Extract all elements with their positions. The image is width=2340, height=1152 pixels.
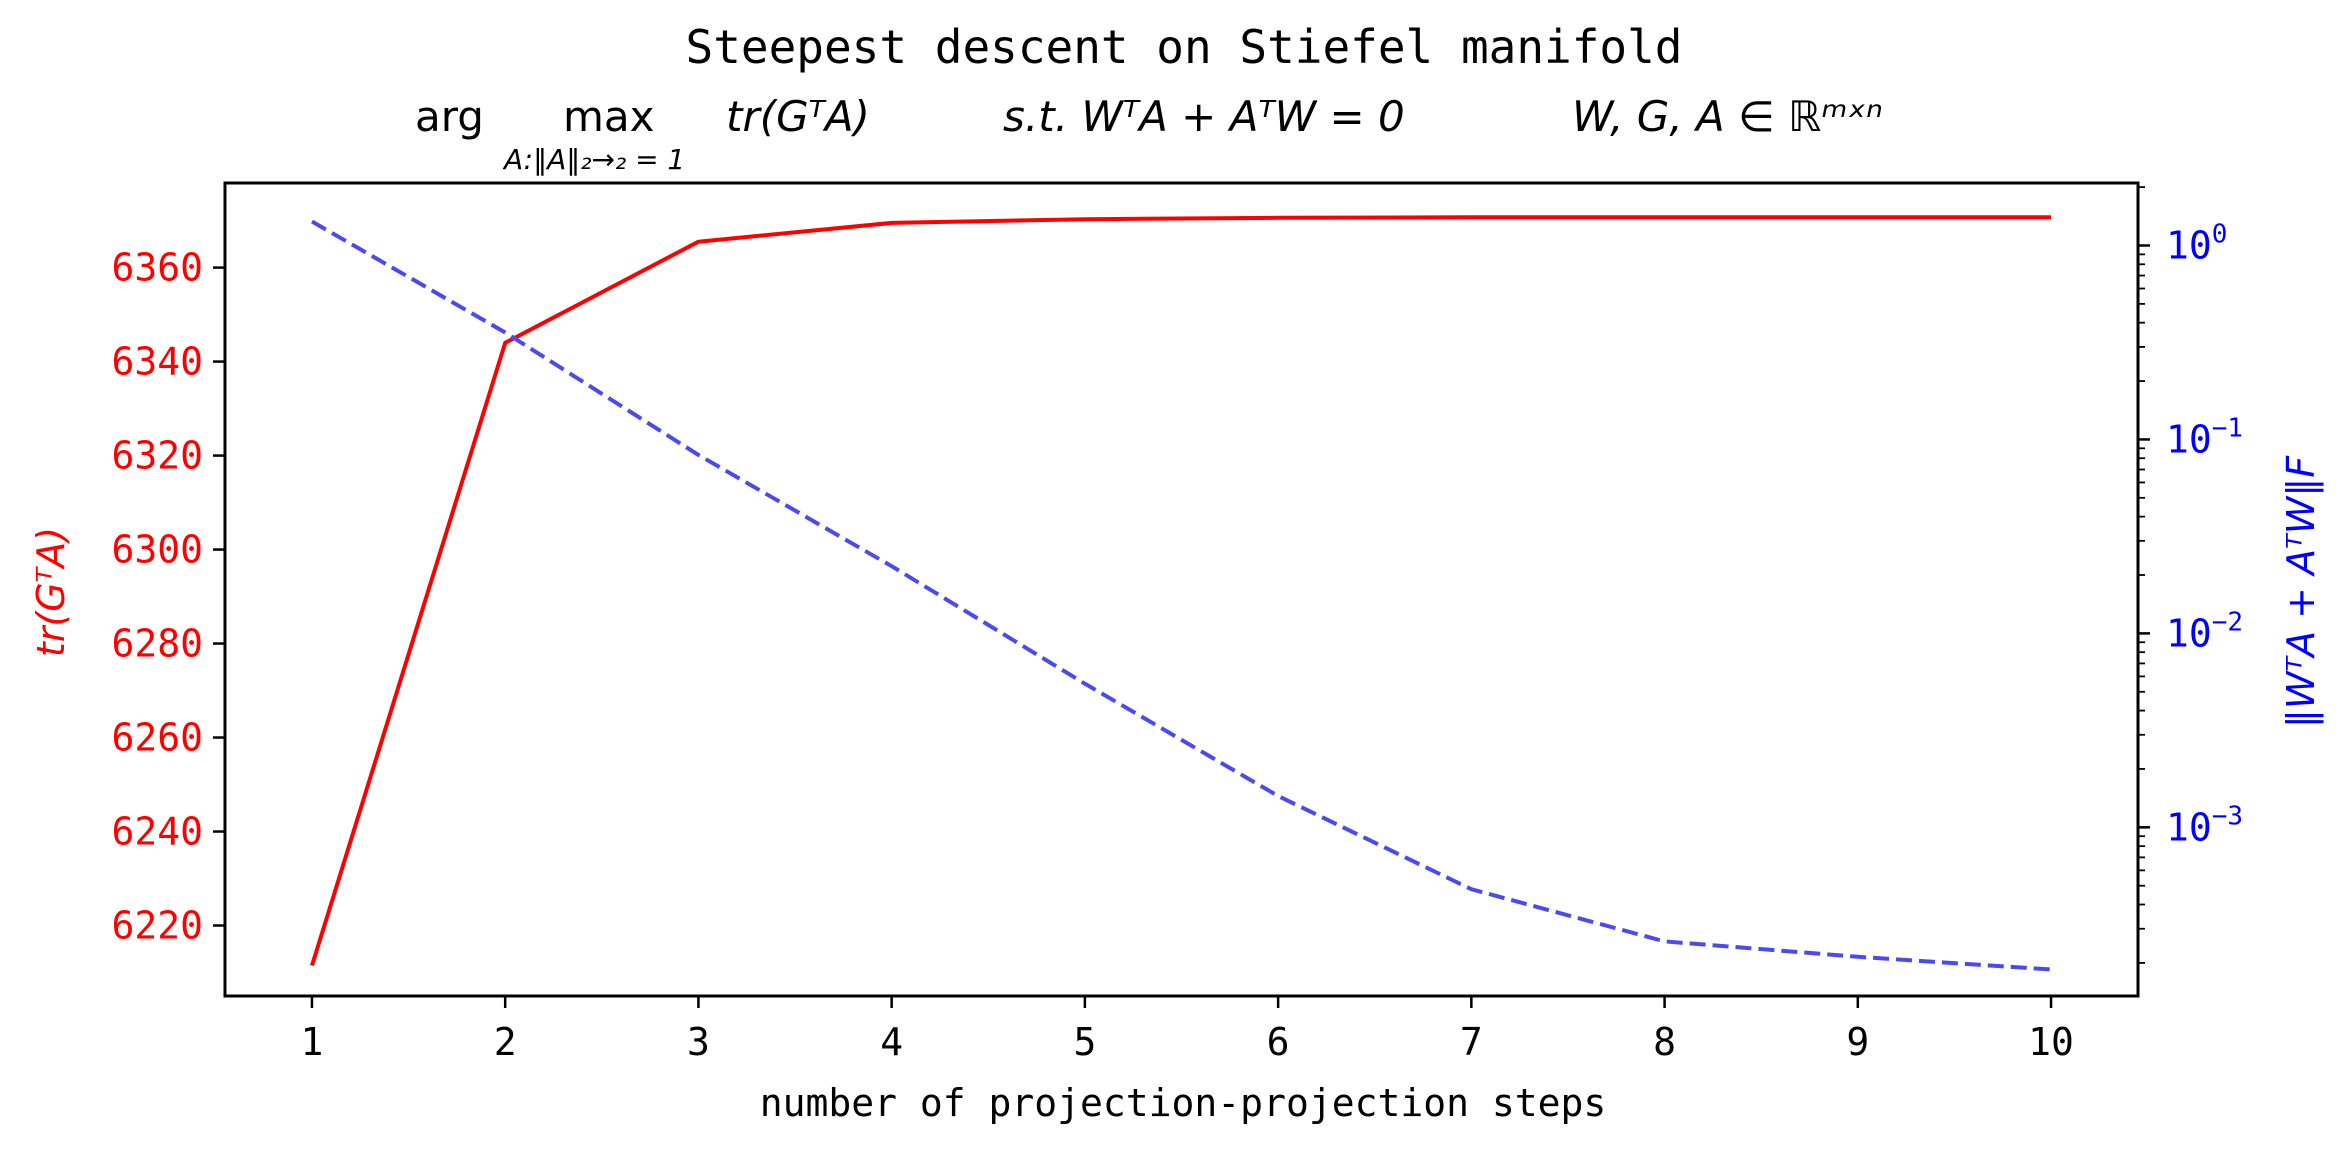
x-tick-label: 8	[1653, 1020, 1676, 1064]
subtitle-domain: W, G, A ∈ ℝᵐˣⁿ	[1572, 92, 1883, 141]
subtitle-max: max	[563, 92, 655, 141]
right-tick-label: 10−3	[2166, 801, 2243, 849]
right-axis-label: ‖WᵀA + AᵀW‖F	[2279, 455, 2324, 728]
left-tick-label: 6300	[111, 528, 203, 572]
right-tick-label: 100	[2166, 219, 2227, 267]
left-tick-label: 6360	[111, 246, 203, 290]
x-tick-label: 10	[2028, 1020, 2074, 1064]
left-axis-label: tr(GᵀA)	[29, 527, 73, 657]
left-tick-label: 6280	[111, 622, 203, 666]
left-tick-label: 6220	[111, 904, 203, 948]
series-line-left	[310, 215, 2051, 967]
x-tick-label: 6	[1267, 1020, 1290, 1064]
series-layer	[310, 215, 2052, 972]
subtitle-arg: arg	[415, 92, 484, 141]
subtitle-constraint: s.t. WᵀA + AᵀW = 0	[1003, 92, 1405, 141]
x-tick-label: 2	[494, 1020, 517, 1064]
x-tick-label: 7	[1460, 1020, 1483, 1064]
x-tick-label: 9	[1846, 1020, 1869, 1064]
x-axis-ticks: 1 2 3 4 5 6 7 8 9 10	[301, 996, 2074, 1064]
plot-frame	[223, 181, 2140, 998]
chart-subtitle: arg max A:‖A‖₂→₂ = 1 tr(GᵀA) s.t. WᵀA + …	[415, 92, 1883, 176]
right-axis-ticks: 10−3 10−2 10−1 100	[2138, 186, 2243, 964]
left-tick-label: 6240	[111, 810, 203, 854]
right-tick-label: 10−2	[2166, 607, 2243, 655]
right-tick-label: 10−1	[2166, 413, 2243, 461]
chart-title: Steepest descent on Stiefel manifold	[686, 20, 1683, 74]
x-axis-label: number of projection-projection steps	[760, 1081, 1606, 1125]
series-line-right	[311, 219, 2052, 972]
x-tick-label: 3	[687, 1020, 710, 1064]
x-tick-label: 4	[880, 1020, 903, 1064]
left-tick-label: 6320	[111, 434, 203, 478]
left-tick-label: 6340	[111, 340, 203, 384]
left-tick-label: 6260	[111, 716, 203, 760]
subtitle-objective: tr(GᵀA)	[726, 92, 870, 141]
subtitle-max-subscript: A:‖A‖₂→₂ = 1	[502, 143, 685, 176]
x-tick-label: 1	[301, 1020, 324, 1064]
left-axis-ticks: 6220 6240 6260 6280 6300 6320 6340 6360	[111, 246, 225, 948]
x-tick-label: 5	[1073, 1020, 1096, 1064]
